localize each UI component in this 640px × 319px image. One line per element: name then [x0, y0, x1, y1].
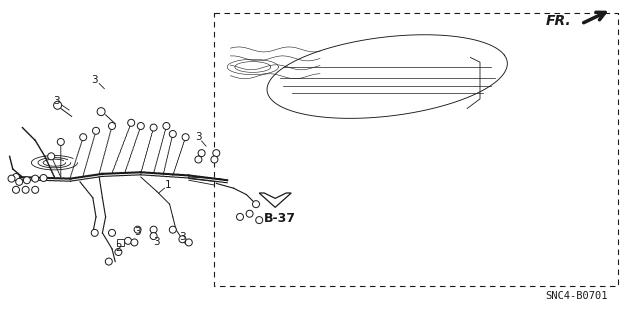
Circle shape: [13, 186, 19, 193]
Circle shape: [24, 177, 30, 184]
Circle shape: [93, 127, 99, 134]
Circle shape: [150, 226, 157, 233]
Circle shape: [125, 237, 131, 244]
Circle shape: [182, 134, 189, 141]
Circle shape: [150, 233, 157, 240]
Text: 1: 1: [164, 180, 171, 190]
Circle shape: [246, 210, 253, 217]
Circle shape: [109, 229, 115, 236]
Text: 3: 3: [53, 96, 60, 107]
Circle shape: [106, 258, 112, 265]
Circle shape: [128, 119, 134, 126]
Circle shape: [16, 178, 22, 185]
Circle shape: [163, 122, 170, 130]
Circle shape: [237, 213, 243, 220]
Circle shape: [186, 239, 192, 246]
Circle shape: [80, 134, 86, 141]
Circle shape: [134, 226, 141, 233]
Circle shape: [13, 174, 19, 181]
Text: FR.: FR.: [545, 14, 572, 28]
Circle shape: [22, 186, 29, 193]
Bar: [214, 13, 618, 286]
Text: 2: 2: [115, 243, 122, 253]
Text: 3: 3: [179, 232, 186, 242]
Circle shape: [170, 226, 176, 233]
Circle shape: [131, 239, 138, 246]
Circle shape: [138, 122, 144, 130]
Circle shape: [256, 217, 262, 224]
Text: 3: 3: [92, 75, 98, 85]
Circle shape: [150, 124, 157, 131]
Circle shape: [40, 174, 47, 182]
Circle shape: [32, 175, 38, 182]
Circle shape: [48, 153, 54, 160]
Circle shape: [211, 156, 218, 163]
Circle shape: [32, 186, 38, 193]
Circle shape: [253, 201, 259, 208]
Circle shape: [179, 236, 186, 243]
Circle shape: [58, 138, 64, 145]
Text: 3: 3: [195, 132, 202, 142]
Text: SNC4-B0701: SNC4-B0701: [545, 292, 608, 301]
Polygon shape: [259, 193, 291, 207]
Circle shape: [92, 229, 98, 236]
Circle shape: [115, 249, 122, 256]
Circle shape: [109, 122, 115, 130]
Text: 3: 3: [154, 237, 160, 247]
Circle shape: [170, 130, 176, 137]
Circle shape: [195, 156, 202, 163]
Circle shape: [54, 101, 61, 109]
Circle shape: [213, 150, 220, 157]
Circle shape: [97, 108, 105, 116]
Circle shape: [8, 175, 15, 182]
Circle shape: [198, 150, 205, 157]
Bar: [117, 239, 124, 246]
Text: B-37: B-37: [264, 212, 296, 225]
Text: 3: 3: [134, 227, 141, 237]
